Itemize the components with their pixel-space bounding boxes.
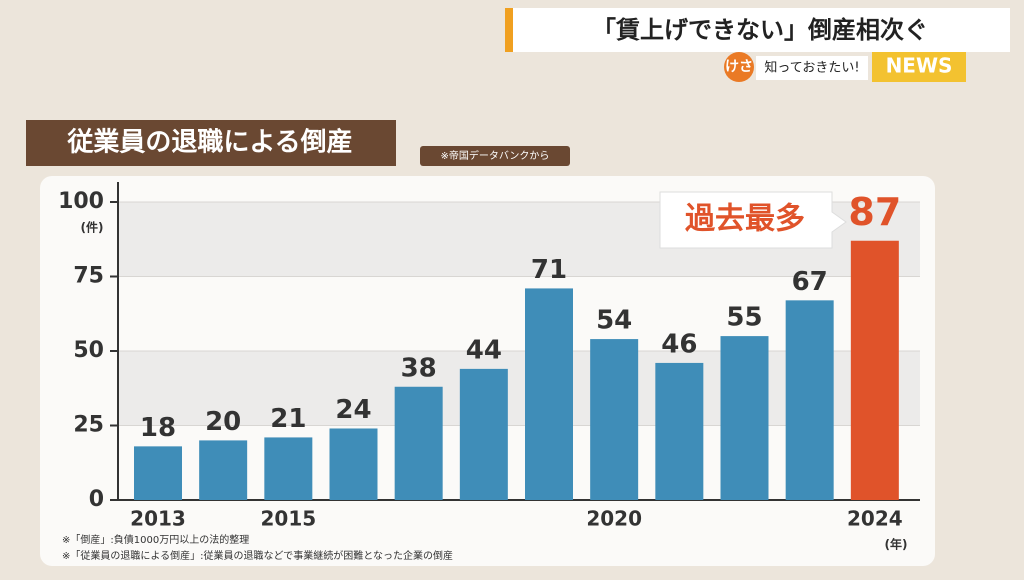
bar [134,446,182,500]
source: ※帝国データバンクから [441,149,550,162]
bar [264,437,313,500]
bar [590,339,639,500]
y-tick-label: 50 [73,338,104,363]
value-label: 18 [140,413,176,443]
x-tick-label: 2024 [847,507,903,531]
y-unit: (件) [81,220,104,235]
bar [720,336,769,500]
corner-badge [724,52,754,82]
bar [785,300,834,500]
segment-box [756,56,868,80]
value-label: 38 [401,353,437,383]
x-unit: (年) [885,537,908,552]
note: ※「従業員の退職による倒産」:従業員の退職などで事業継続が困難となった企業の倒産 [62,549,453,562]
segment: 知っておきたい! [764,60,859,76]
x-tick-label: 2020 [586,507,642,531]
value-label: 21 [270,404,306,434]
value-label: 20 [205,407,241,437]
value-label: 55 [726,303,762,333]
y-tick-label: 75 [73,264,104,289]
x-tick-label: 2013 [130,507,186,531]
chart-title: 従業員の退職による倒産 [66,127,352,158]
brand-box [872,52,966,82]
bar [655,362,704,500]
bar [394,386,443,500]
x-tick-label: 2015 [260,507,316,531]
y-tick-label: 0 [89,487,104,512]
bar [525,288,573,500]
value-label: 24 [335,395,371,425]
annotation-box [659,191,847,249]
brand: NEWS [886,54,953,78]
value-label: 44 [466,335,502,365]
y-tick-label: 100 [58,189,104,214]
corner: けさ [725,59,753,75]
bar [199,440,248,500]
value-label: 71 [531,255,567,285]
bar [850,240,899,501]
bar [329,428,378,500]
headline: 「賃上げできない」倒産相次ぐ [592,16,928,44]
title-box [26,120,396,166]
value-label: 54 [596,306,632,336]
value-label: 67 [792,267,828,297]
bar [459,368,508,500]
headline-box [505,8,1010,52]
note: ※「倒産」:負債1000万円以上の法的整理 [62,533,249,546]
annotation: 過去最多 [685,202,805,237]
y-tick-label: 25 [73,413,104,438]
source-box [420,146,570,166]
value-label: 87 [848,190,901,234]
headline-accent [505,8,513,52]
value-label: 46 [661,329,697,359]
